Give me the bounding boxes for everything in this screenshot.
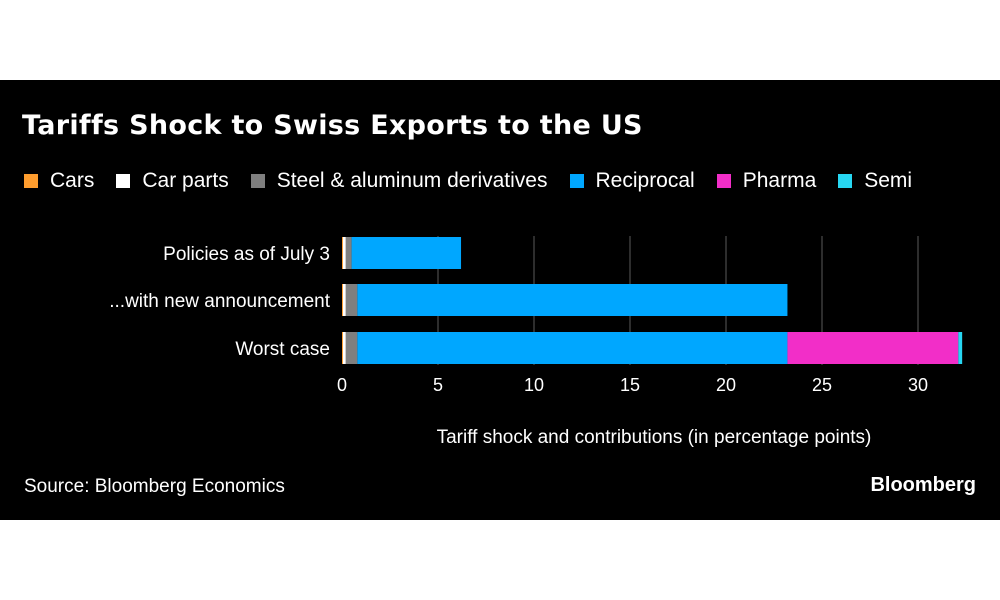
legend-item-reciprocal: Reciprocal	[569, 166, 695, 196]
legend-swatch	[838, 174, 853, 188]
x-tick-label: 15	[620, 375, 640, 395]
bar-segment-reciprocal	[351, 237, 462, 269]
bloomberg-logo: Bloomberg	[870, 474, 976, 496]
chart-panel: Policies as of July 3 ...with new announc…	[0, 80, 1000, 520]
category-label: ...with new announcement	[109, 291, 330, 312]
bar-segment-pharma	[787, 332, 959, 364]
legend-swatch	[24, 174, 38, 188]
legend-label: Car parts	[142, 169, 229, 192]
legend-item-steel-aluminum-derivatives: Steel & aluminum derivatives	[250, 166, 548, 196]
bar-segment-car-parts	[342, 237, 346, 269]
legend-label: Pharma	[742, 169, 817, 192]
bar-segment-car-parts	[342, 284, 346, 316]
x-tick-label: 20	[716, 375, 736, 395]
bar-segment-reciprocal	[357, 332, 788, 364]
legend-swatch	[116, 174, 131, 188]
source-note: Source: Bloomberg Economics	[24, 476, 285, 497]
legend-swatch	[250, 174, 265, 188]
x-tick-label: 5	[433, 375, 443, 395]
category-label: Policies as of July 3	[163, 244, 330, 265]
x-axis-ticks: 0 5 10 15 20 25 30	[337, 375, 928, 395]
bar-segment-cars	[342, 284, 343, 316]
legend-label: Steel & aluminum derivatives	[276, 169, 548, 192]
chart-title: Tariffs Shock to Swiss Exports to the US	[22, 110, 643, 141]
x-tick-label: 30	[908, 375, 928, 395]
bar-segment-steel-aluminum-derivatives	[345, 332, 358, 364]
bar-segment-steel-aluminum-derivatives	[345, 237, 352, 269]
bar-segment-cars	[342, 237, 343, 269]
legend-label: Cars	[50, 169, 95, 192]
bar-segment-car-parts	[342, 332, 346, 364]
x-tick-label: 25	[812, 375, 832, 395]
bar-segment-cars	[342, 332, 343, 364]
legend-swatch	[716, 174, 731, 188]
x-tick-label: 0	[337, 375, 347, 395]
legend-item-pharma: Pharma	[716, 166, 817, 196]
legend-label: Semi	[864, 169, 913, 192]
bar-segment-reciprocal	[357, 284, 788, 316]
x-axis-label: Tariff shock and contributions (in perce…	[436, 427, 872, 448]
x-tick-label: 10	[524, 375, 544, 395]
category-labels: Policies as of July 3 ...with new announc…	[109, 244, 330, 360]
legend-item-car-parts: Car parts	[116, 166, 229, 196]
legend-item-semi: Semi	[838, 166, 912, 196]
category-label: Worst case	[235, 339, 330, 360]
bar-segment-steel-aluminum-derivatives	[345, 284, 358, 316]
bars	[342, 237, 963, 364]
legend: Cars Car parts Steel & aluminum derivative…	[24, 166, 984, 196]
legend-label: Reciprocal	[595, 169, 695, 192]
bar-chart: Policies as of July 3 ...with new announc…	[109, 236, 963, 395]
legend-swatch	[569, 174, 584, 188]
legend-item-cars: Cars	[24, 166, 94, 196]
bar-segment-semi	[958, 332, 963, 364]
